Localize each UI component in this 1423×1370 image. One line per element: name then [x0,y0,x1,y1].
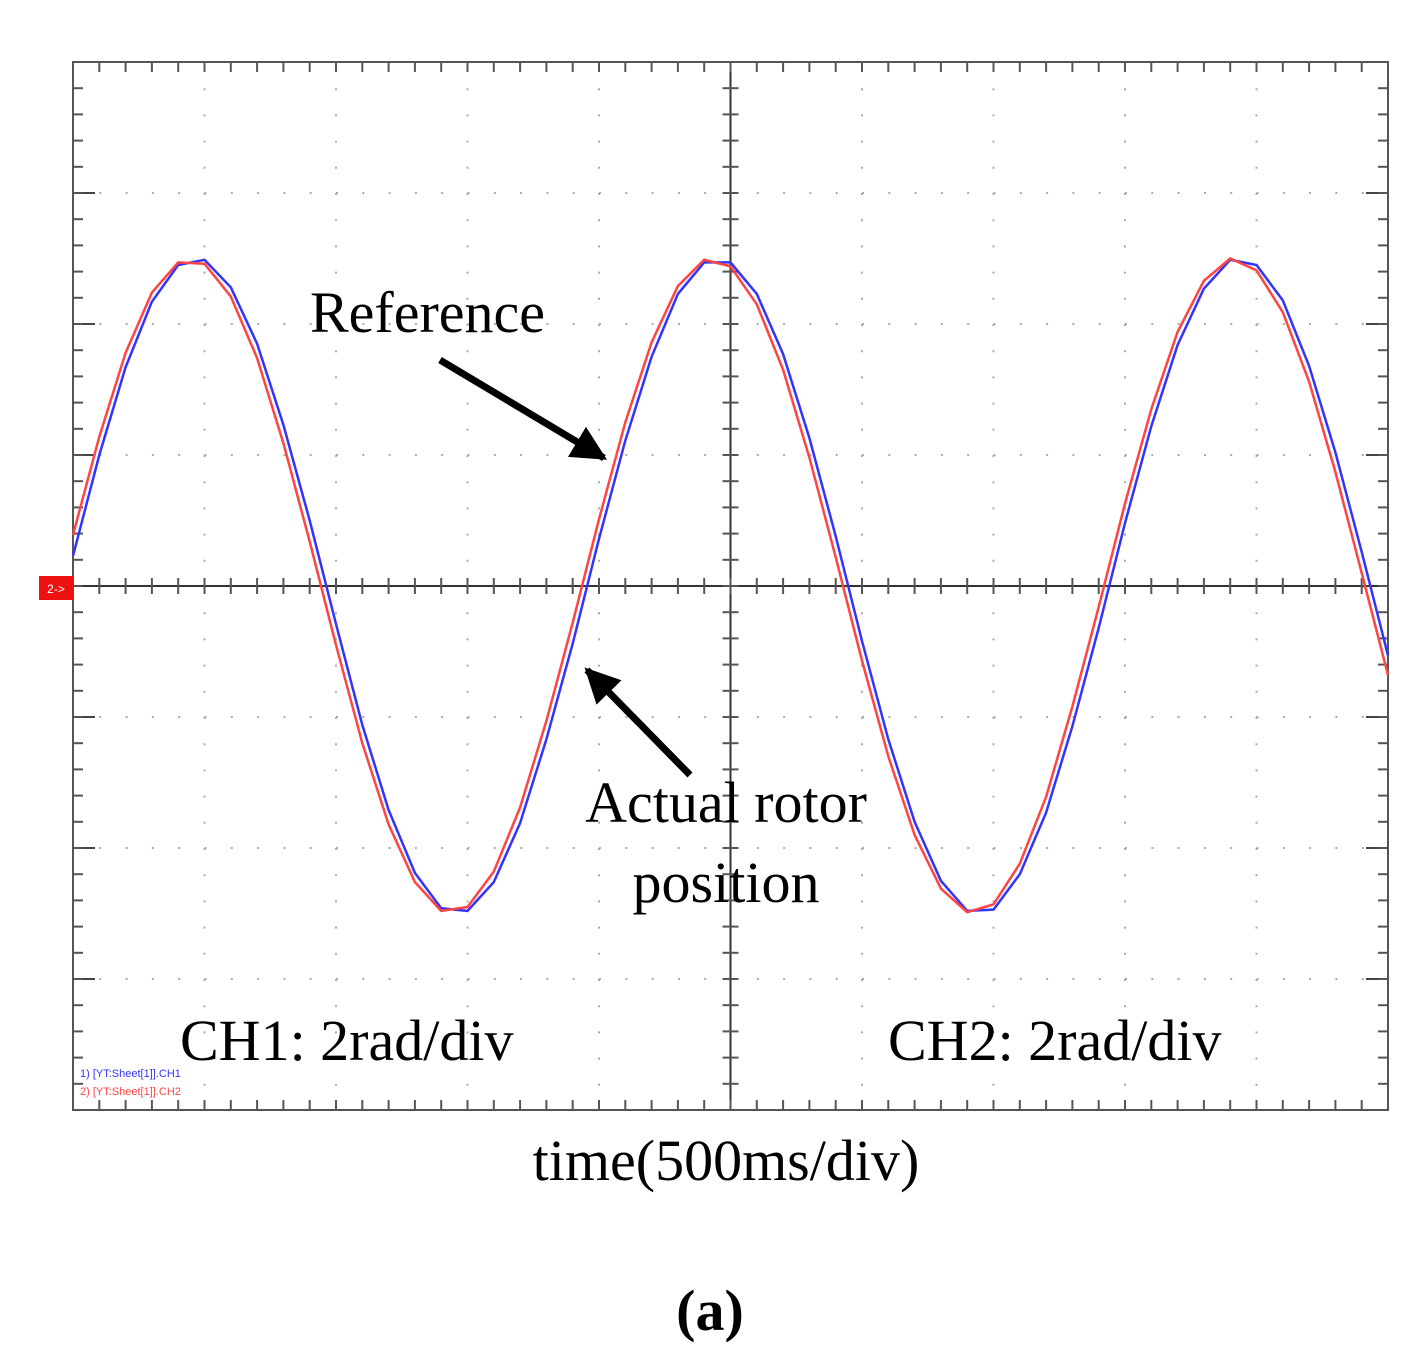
trace [71,257,1390,914]
arrow [584,667,693,778]
channel-marker: 2-> [47,582,65,596]
annotation: Actual rotor [585,770,867,835]
traces [71,257,1390,914]
x-axis-label: time(500ms/div) [533,1128,920,1193]
trace [71,258,1390,913]
annotation: Reference [310,280,545,345]
arrow [438,356,608,462]
annotation: position [633,850,820,915]
annotation: CH2: 2rad/div [888,1008,1221,1073]
legend-entry: 2) [YT:Sheet[1]].CH2 [80,1086,181,1098]
legend-entry: 1) [YT:Sheet[1]].CH1 [80,1068,181,1080]
annotation: CH1: 2rad/div [180,1008,513,1073]
channel-marker-box [39,576,73,600]
caption: (a) [676,1278,744,1343]
grid [72,61,1389,1111]
